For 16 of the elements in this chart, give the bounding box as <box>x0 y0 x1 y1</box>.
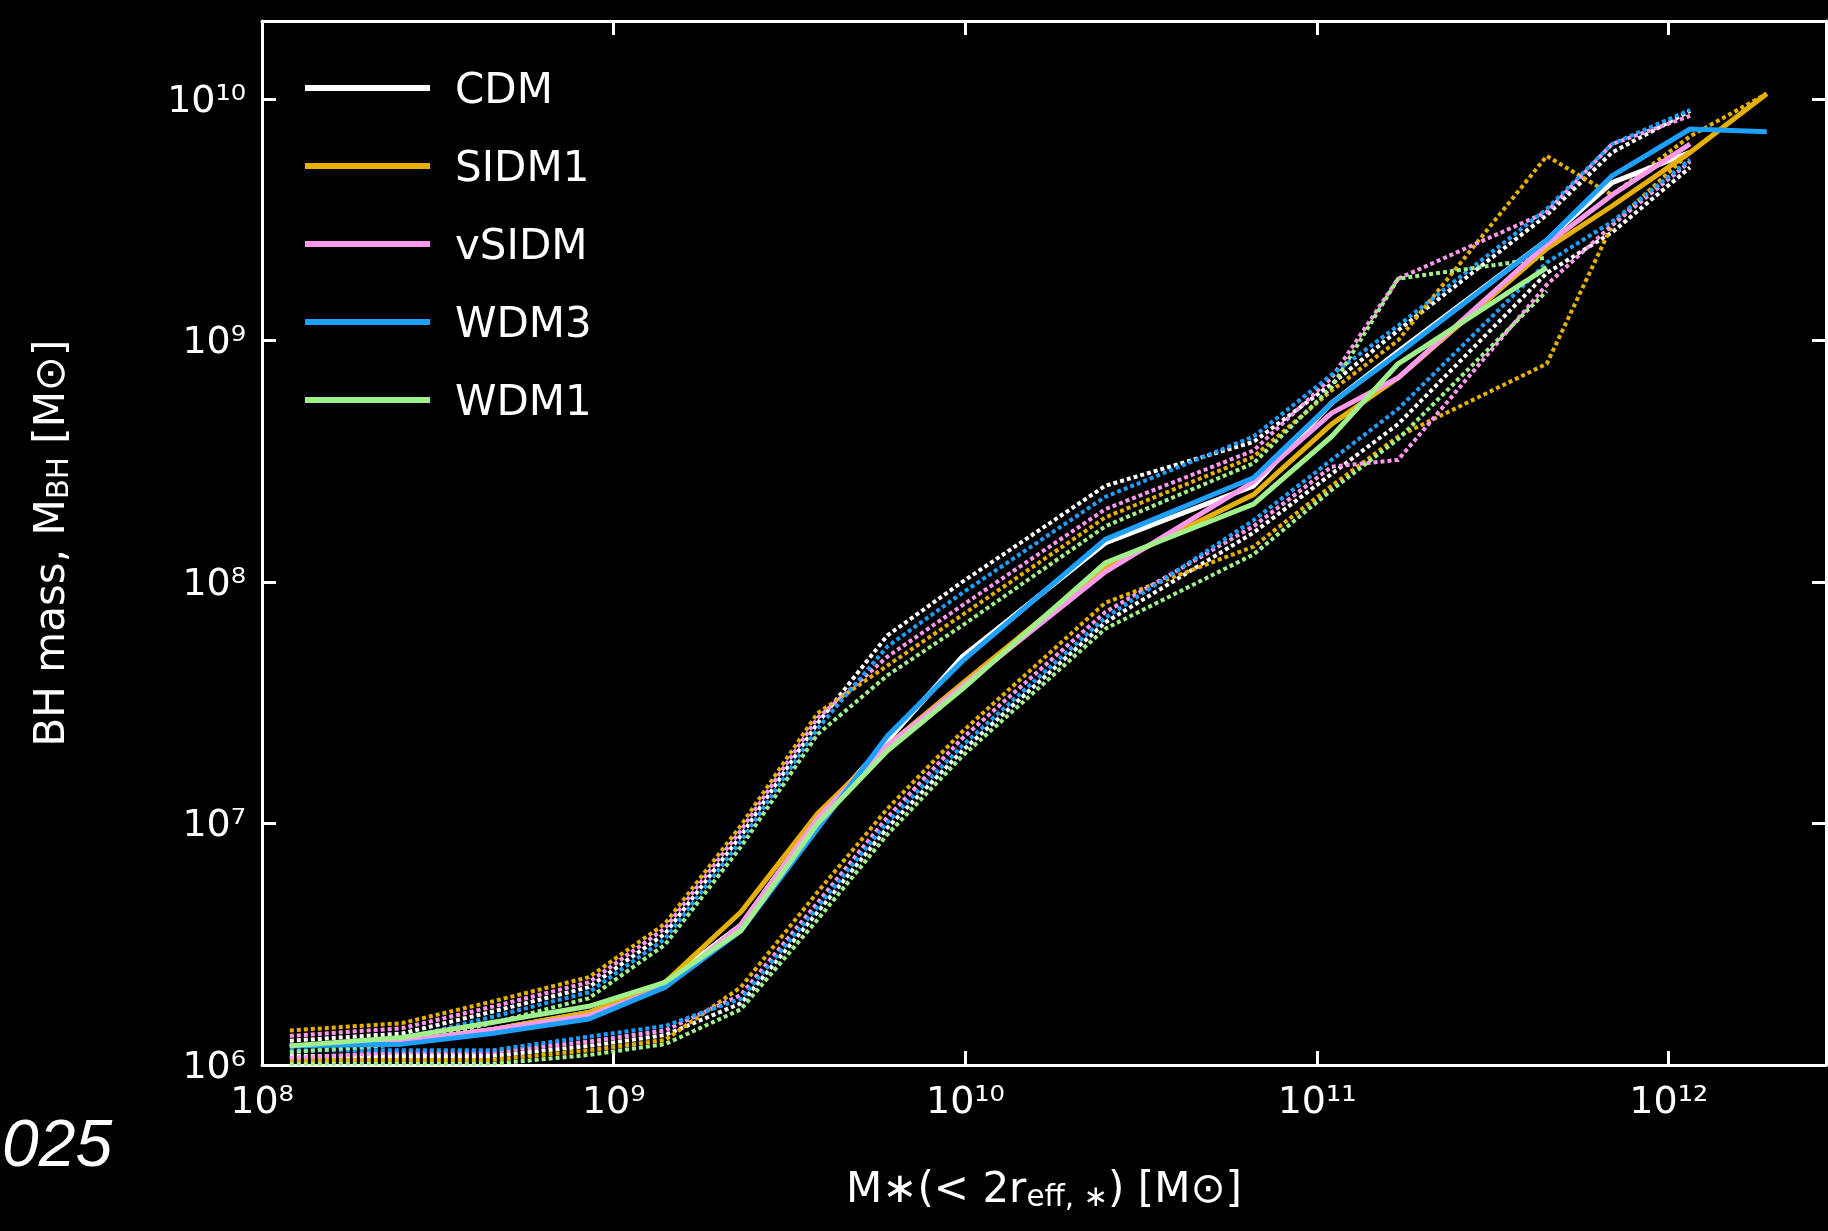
x-tick-label: 10⁹ <box>581 1078 646 1122</box>
x-tick-label: 10¹⁰ <box>925 1078 1005 1122</box>
y-tick-label: 10⁷ <box>182 801 246 846</box>
y-axis-title: BH mass, MBH [M⊙] <box>24 339 75 747</box>
text: 025 <box>2 1106 113 1180</box>
legend-label: CDM <box>455 63 553 113</box>
x-tick-label: 10¹² <box>1629 1078 1709 1122</box>
legend-label: WDM3 <box>455 297 592 347</box>
x-axis-title: M∗(< 2reff, ∗) [M⊙] <box>846 1163 1242 1214</box>
x-tick-label: 10¹¹ <box>1277 1078 1357 1122</box>
y-tick-label: 10¹⁰ <box>167 76 246 121</box>
legend-label: vSIDM <box>455 219 588 269</box>
legend-label: WDM1 <box>455 375 592 425</box>
y-tick-label: 10⁸ <box>182 559 246 604</box>
legend-label: SIDM1 <box>455 141 590 191</box>
y-tick-label: 10⁹ <box>182 318 246 363</box>
